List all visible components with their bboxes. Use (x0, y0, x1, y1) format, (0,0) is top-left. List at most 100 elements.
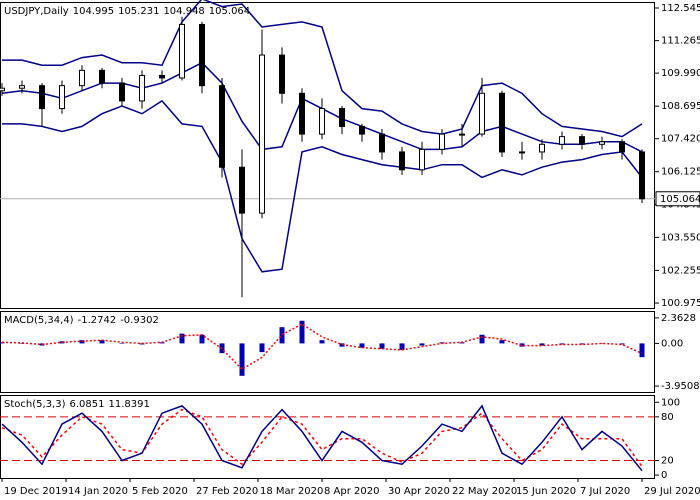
panel-header: USDJPY,Daily 104.995 105.231 104.948 105.064 (4, 6, 250, 17)
macd-bar (639, 343, 645, 358)
macd-bar (619, 343, 625, 345)
y-tick-label: 109.990 (661, 68, 700, 79)
x-tick-label: 8 Apr 2020 (324, 486, 379, 497)
candle-body (299, 92, 305, 135)
candle-body (119, 82, 125, 102)
candle-body (279, 54, 285, 94)
candle-body (579, 136, 585, 145)
candle-body (0, 87, 5, 92)
x-tick-label: 15 Jun 2020 (516, 486, 576, 497)
macd-bar (559, 343, 565, 345)
candle-body (599, 141, 605, 145)
x-tick-label: 14 Jan 2020 (68, 486, 128, 497)
x-tick-label: 22 May 2020 (452, 486, 517, 497)
candle-body (459, 133, 465, 136)
y-tick-label: 2.3628 (661, 313, 696, 324)
x-tick-label: 18 Mar 2020 (260, 486, 323, 497)
macd-bar (259, 343, 265, 353)
candle-body (159, 74, 165, 79)
panel-frame (0, 2, 655, 309)
candle-body (539, 143, 545, 153)
macd-bar (359, 343, 365, 348)
macd-bar (99, 340, 105, 344)
x-tick-label: 7 Jul 2020 (580, 486, 630, 497)
y-tick-label: 107.420 (661, 134, 700, 145)
macd-bar (539, 343, 545, 346)
x-tick-label: 30 Apr 2020 (388, 486, 450, 497)
header-value: -1.2742 (78, 315, 117, 326)
y-tick-label: 0.00 (661, 338, 683, 349)
candle-body (339, 108, 345, 127)
indicator-line (1, 408, 643, 467)
candle-body (19, 85, 25, 89)
y-tick-label: -3.9508 (661, 381, 700, 392)
y-tick-label: 20 (661, 456, 674, 467)
header-value: Stoch(5,3,3) (4, 399, 66, 410)
header-value: 105.064 (209, 6, 250, 17)
macd-bar (119, 343, 125, 344)
candle-body (619, 141, 625, 153)
candle-body (59, 85, 65, 110)
candle-body (419, 148, 425, 171)
macd-bar (179, 333, 185, 344)
indicator-line (2, 99, 643, 273)
header-value: USDJPY,Daily (4, 6, 69, 17)
macd-bar (419, 343, 425, 346)
x-tick-label: 27 Feb 2020 (196, 486, 258, 497)
macd-bar (239, 343, 245, 376)
macd-bar (479, 334, 485, 344)
candle-body (499, 92, 505, 153)
macd-bar (199, 334, 205, 344)
macd-bar (319, 340, 325, 344)
y-tick-label: 100 (661, 397, 680, 408)
macd-bar (399, 343, 405, 350)
x-tick-label: 29 Jul 2020 (644, 486, 700, 497)
macd-bar (339, 343, 345, 347)
y-tick-label: 106.125 (661, 167, 700, 178)
macd-bar (379, 343, 385, 349)
candle-body (379, 133, 385, 153)
candle-body (79, 69, 85, 87)
macd-bar (279, 327, 285, 344)
macd-bar (499, 340, 505, 344)
candle-body (519, 151, 525, 154)
y-tick-label: 111.265 (661, 36, 700, 47)
indicator-line (2, 0, 643, 138)
candle-body (219, 85, 225, 168)
candle-body (139, 74, 145, 102)
candle-body (439, 133, 445, 150)
current-price-box (655, 191, 700, 207)
current-price-label: 105.064 (660, 194, 700, 205)
x-tick-label: 5 Feb 2020 (132, 486, 188, 497)
candle-body (479, 92, 485, 135)
panel-header: Stoch(5,3,3) 6.0851 11.8391 (4, 399, 150, 410)
candle-body (239, 166, 245, 214)
x-tick-label: 19 Dec 2019 (4, 486, 68, 497)
candle-body (319, 108, 325, 135)
candle-body (39, 85, 45, 110)
y-tick-label: 80 (661, 412, 674, 423)
indicator-line (1, 323, 643, 371)
y-tick-label: 100.975 (661, 298, 700, 309)
candle-body (639, 151, 645, 200)
macd-bar (299, 320, 305, 344)
header-value: 6.0851 (69, 399, 104, 410)
panel-frame (0, 311, 655, 393)
header-value: 104.948 (163, 6, 204, 17)
candle-body (359, 125, 365, 135)
candle-body (179, 23, 185, 79)
indicator-line (1, 404, 643, 472)
candle-body (259, 54, 265, 214)
candle-body (559, 136, 565, 145)
macd-bar (599, 343, 605, 344)
y-tick-label: 103.550 (661, 232, 700, 243)
header-value: 104.995 (73, 6, 114, 17)
candle-body (399, 151, 405, 171)
header-value: 105.231 (118, 6, 159, 17)
macd-bar (519, 343, 525, 347)
macd-bar (579, 343, 585, 345)
y-tick-label: 0 (661, 470, 667, 481)
candle-body (199, 23, 205, 87)
header-value: MACD(5,34,4) (4, 315, 74, 326)
